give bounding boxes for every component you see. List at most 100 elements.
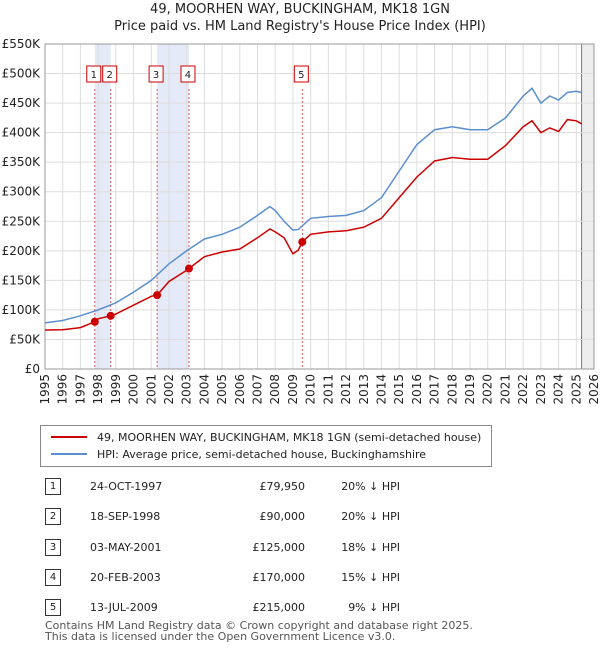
sale-hpi-diff: 20% ↓ HPI bbox=[341, 480, 400, 493]
x-tick-label: 2010 bbox=[304, 374, 318, 405]
sale-price: £125,000 bbox=[252, 541, 306, 554]
x-tick-label: 2013 bbox=[357, 374, 371, 405]
sale-row: 2 18-SEP-1998 £90,000 20% ↓ HPI bbox=[40, 508, 440, 526]
sale-hpi-diff: 15% ↓ HPI bbox=[341, 571, 400, 584]
sale-label-box bbox=[180, 65, 196, 83]
forecast-region bbox=[581, 44, 594, 369]
y-tick-label: £200K bbox=[2, 244, 42, 258]
sale-price: £90,000 bbox=[259, 510, 306, 523]
chart-title: 49, MOORHEN WAY, BUCKINGHAM, MK18 1GN bbox=[150, 2, 450, 17]
legend-item-property: 49, MOORHEN WAY, BUCKINGHAM, MK18 1GN (s… bbox=[51, 429, 481, 445]
y-tick-label: £300K bbox=[2, 185, 42, 199]
x-tick-label: 2002 bbox=[162, 374, 176, 405]
sale-date: 03-MAY-2001 bbox=[90, 541, 162, 554]
y-tick-label: £400K bbox=[2, 126, 42, 140]
sale-label-box bbox=[102, 65, 118, 83]
x-tick-label: 1999 bbox=[109, 374, 123, 405]
shaded-period bbox=[157, 44, 189, 369]
x-tick-label: 2022 bbox=[516, 374, 530, 405]
plot-border bbox=[44, 43, 595, 370]
sale-date: 18-SEP-1998 bbox=[90, 510, 161, 523]
plot-area bbox=[45, 44, 594, 369]
x-tick-label: 1998 bbox=[91, 374, 105, 405]
x-tick-label: 2008 bbox=[268, 374, 282, 405]
y-tick-label: £350K bbox=[2, 155, 42, 169]
sale-point bbox=[298, 237, 307, 246]
legend: 49, MOORHEN WAY, BUCKINGHAM, MK18 1GN (s… bbox=[40, 425, 492, 467]
sale-price: £215,000 bbox=[252, 601, 306, 614]
price-chart: £0 £50K £100K £150K £200K £250K £300K £350K £400… bbox=[2, 37, 600, 405]
x-tick-label: 1996 bbox=[56, 374, 70, 405]
series-line-hpi bbox=[44, 87, 582, 324]
x-tick-label: 1997 bbox=[73, 374, 87, 405]
sale-row: 3 03-MAY-2001 £125,000 18% ↓ HPI bbox=[40, 539, 440, 557]
x-tick-label: 2014 bbox=[374, 374, 388, 405]
x-tick-label: 2017 bbox=[428, 374, 442, 405]
x-tick-label: 2025 bbox=[569, 374, 583, 405]
sale-point bbox=[106, 311, 115, 320]
x-tick-label: 2020 bbox=[481, 374, 495, 405]
sale-label: 3 bbox=[153, 70, 159, 81]
x-tick-label: 2023 bbox=[534, 374, 548, 405]
sale-row: 1 24-OCT-1997 £79,950 20% ↓ HPI bbox=[40, 478, 440, 496]
chart-subtitle: Price paid vs. HM Land Registry's House … bbox=[114, 19, 486, 34]
footer-licence: This data is licensed under the Open Gov… bbox=[45, 630, 396, 643]
x-tick-label: 1995 bbox=[38, 374, 52, 405]
sale-row: 5 13-JUL-2009 £215,000 9% ↓ HPI bbox=[40, 599, 440, 617]
y-tick-label: £500K bbox=[2, 67, 42, 81]
sale-date: 20-FEB-2003 bbox=[90, 571, 161, 584]
x-tick-label: 2019 bbox=[463, 374, 477, 405]
sale-number-badge: 4 bbox=[45, 569, 61, 586]
x-tick-label: 2024 bbox=[552, 374, 566, 405]
x-tick-label: 2009 bbox=[286, 374, 300, 405]
legend-item-hpi: HPI: Average price, semi-detached house,… bbox=[51, 446, 426, 462]
y-tick-label: £250K bbox=[2, 214, 42, 228]
sale-point bbox=[184, 264, 193, 273]
y-tick-label: £450K bbox=[2, 96, 42, 110]
x-tick-label: 2004 bbox=[197, 374, 211, 405]
sale-label: 2 bbox=[107, 70, 113, 81]
x-tick-label: 2016 bbox=[410, 374, 424, 405]
sale-hpi-diff: 18% ↓ HPI bbox=[341, 541, 400, 554]
sale-price: £79,950 bbox=[259, 480, 306, 493]
sale-hpi-diff: 9% ↓ HPI bbox=[348, 601, 400, 614]
shaded-period bbox=[94, 44, 111, 369]
sale-number-badge: 3 bbox=[45, 539, 61, 556]
sale-price: £170,000 bbox=[252, 571, 306, 584]
sale-point bbox=[153, 291, 162, 300]
legend-label-hpi: HPI: Average price, semi-detached house,… bbox=[97, 447, 427, 461]
y-tick-label: £50K bbox=[9, 332, 41, 346]
x-tick-label: 2011 bbox=[321, 374, 335, 405]
sale-label: 4 bbox=[185, 70, 191, 81]
footer-copyright: Contains HM Land Registry data © Crown c… bbox=[45, 619, 473, 632]
x-tick-label: 2001 bbox=[144, 374, 158, 405]
series-line-property bbox=[44, 118, 582, 331]
y-tick-label: £0 bbox=[25, 362, 40, 376]
x-tick-label: 2015 bbox=[392, 374, 406, 405]
sale-number-badge: 1 bbox=[45, 478, 61, 495]
y-tick-label: £100K bbox=[2, 303, 42, 317]
sale-date: 13-JUL-2009 bbox=[90, 601, 158, 614]
legend-swatch-hpi bbox=[51, 453, 87, 455]
x-tick-label: 2005 bbox=[215, 374, 229, 405]
sale-label-box bbox=[293, 65, 309, 83]
sale-date: 24-OCT-1997 bbox=[90, 480, 163, 493]
sale-label-box bbox=[86, 65, 102, 83]
footer: Contains HM Land Registry data © Crown c… bbox=[45, 620, 473, 642]
sale-point bbox=[90, 317, 99, 326]
sale-label-box bbox=[148, 65, 164, 83]
x-tick-label: 2012 bbox=[339, 374, 353, 405]
sale-number-badge: 2 bbox=[45, 508, 61, 525]
x-tick-label: 2000 bbox=[127, 374, 141, 405]
sale-hpi-diff: 20% ↓ HPI bbox=[341, 510, 400, 523]
legend-label-property: 49, MOORHEN WAY, BUCKINGHAM, MK18 1GN (s… bbox=[97, 430, 482, 444]
sale-label: 5 bbox=[298, 70, 304, 81]
sale-row: 4 20-FEB-2003 £170,000 15% ↓ HPI bbox=[40, 569, 440, 587]
x-tick-label: 2007 bbox=[251, 374, 265, 405]
y-tick-label: £550K bbox=[2, 37, 42, 51]
x-tick-label: 2018 bbox=[445, 374, 459, 405]
x-tick-label: 2003 bbox=[180, 374, 194, 405]
x-tick-label: 2021 bbox=[498, 374, 512, 405]
legend-swatch-property bbox=[51, 436, 87, 438]
x-tick-label: 2006 bbox=[233, 374, 247, 405]
